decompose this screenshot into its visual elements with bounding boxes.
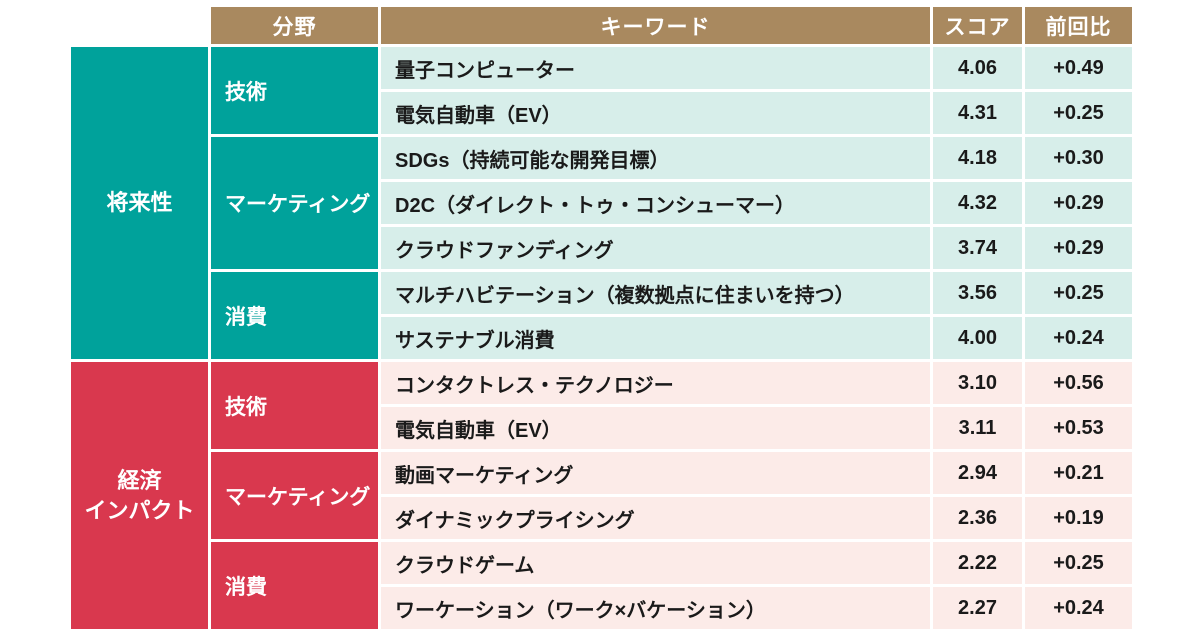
group-cell: 将来性 <box>68 44 211 362</box>
score-header: スコア <box>930 4 1025 47</box>
keyword-cell: クラウドファンディング <box>378 224 933 272</box>
score-cell: 2.22 <box>930 539 1025 587</box>
category-cell: 技術 <box>208 44 381 137</box>
table-row: 電気自動車（EV） 3.11 +0.53 <box>70 404 1135 452</box>
table-row: マーケティング SDGs（持続可能な開発目標） 4.18 +0.30 <box>70 134 1135 272</box>
keyword-cell: マルチハビテーション（複数拠点に住まいを持つ） <box>378 269 933 317</box>
keyword-cell: サステナブル消費 <box>378 314 933 362</box>
score-cell: 2.94 <box>930 449 1025 497</box>
score-cell: 3.10 <box>930 359 1025 407</box>
delta-cell: +0.30 <box>1022 134 1135 182</box>
delta-cell: +0.25 <box>1022 539 1135 587</box>
delta-cell: +0.25 <box>1022 269 1135 317</box>
score-cell: 3.11 <box>930 404 1025 452</box>
keyword-cell: コンタクトレス・テクノロジー <box>378 359 933 407</box>
delta-cell: +0.19 <box>1022 494 1135 542</box>
delta-cell: +0.21 <box>1022 449 1135 497</box>
keyword-cell: 量子コンピューター <box>378 44 933 92</box>
category-cell: 消費 <box>208 539 381 632</box>
table-row: 消費 マルチハビテーション（複数拠点に住まいを持つ） 3.56 +0.25 <box>70 269 1135 362</box>
table-row: ダイナミックプライシング 2.36 +0.19 <box>70 494 1135 542</box>
score-cell: 4.06 <box>930 44 1025 92</box>
score-cell: 2.36 <box>930 494 1025 542</box>
table-row: 将来性 技術 量子コンピューター 4.06 +0.49 <box>68 44 1135 362</box>
table-row: 消費 クラウドゲーム 2.22 +0.25 <box>70 539 1135 632</box>
delta-cell: +0.29 <box>1022 224 1135 272</box>
delta-cell: +0.24 <box>1022 584 1135 632</box>
keyword-cell: ワーケーション（ワーク×バケーション） <box>378 584 933 632</box>
delta-cell: +0.49 <box>1022 44 1135 92</box>
delta-cell: +0.56 <box>1022 359 1135 407</box>
score-cell: 4.32 <box>930 179 1025 227</box>
delta-cell: +0.25 <box>1022 89 1135 137</box>
header-row: 分野 キーワード スコア 前回比 <box>69 4 1135 47</box>
score-cell: 4.31 <box>930 89 1025 137</box>
delta-cell: +0.24 <box>1022 314 1135 362</box>
group-cell: 経済 インパクト <box>68 359 211 632</box>
data-table: 分野 キーワード スコア 前回比 将来性 技術 量子コンピューター 4.06 +0.49… <box>68 4 1135 632</box>
table-row: 経済 インパクト 技術 コンタクトレス・テクノロジー 3.10 +0.56 <box>68 359 1135 632</box>
keyword-cell: 動画マーケティング <box>378 449 933 497</box>
keyword-cell: 電気自動車（EV） <box>378 404 933 452</box>
category-cell: マーケティング <box>208 134 381 272</box>
keyword-cell: ダイナミックプライシング <box>378 494 933 542</box>
delta-cell: +0.53 <box>1022 404 1135 452</box>
table-row: マーケティング 動画マーケティング 2.94 +0.21 <box>70 449 1135 542</box>
score-cell: 3.74 <box>930 224 1025 272</box>
score-cell: 2.27 <box>930 584 1025 632</box>
keyword-cell: クラウドゲーム <box>378 539 933 587</box>
table-row: D2C（ダイレクト・トゥ・コンシューマー） 4.32 +0.29 <box>70 179 1135 227</box>
category-cell: マーケティング <box>208 449 381 542</box>
field-header: 分野 <box>208 4 381 47</box>
table-row: サステナブル消費 4.00 +0.24 <box>70 314 1135 362</box>
table-row: ワーケーション（ワーク×バケーション） 2.27 +0.24 <box>70 584 1135 632</box>
category-cell: 消費 <box>208 269 381 362</box>
corner-cell <box>69 5 210 46</box>
table-row: 電気自動車（EV） 4.31 +0.25 <box>70 89 1135 137</box>
delta-header: 前回比 <box>1022 4 1135 47</box>
table-row: クラウドファンディング 3.74 +0.29 <box>70 224 1135 272</box>
keyword-cell: 電気自動車（EV） <box>378 89 933 137</box>
score-cell: 4.18 <box>930 134 1025 182</box>
score-cell: 4.00 <box>930 314 1025 362</box>
keyword-cell: D2C（ダイレクト・トゥ・コンシューマー） <box>378 179 933 227</box>
score-cell: 3.56 <box>930 269 1025 317</box>
category-cell: 技術 <box>208 359 381 452</box>
delta-cell: +0.29 <box>1022 179 1135 227</box>
keyword-cell: SDGs（持続可能な開発目標） <box>378 134 933 182</box>
keyword-header: キーワード <box>378 4 933 47</box>
keyword-score-table: 分野 キーワード スコア 前回比 将来性 技術 量子コンピューター 4.06 +0.49… <box>68 4 1135 632</box>
